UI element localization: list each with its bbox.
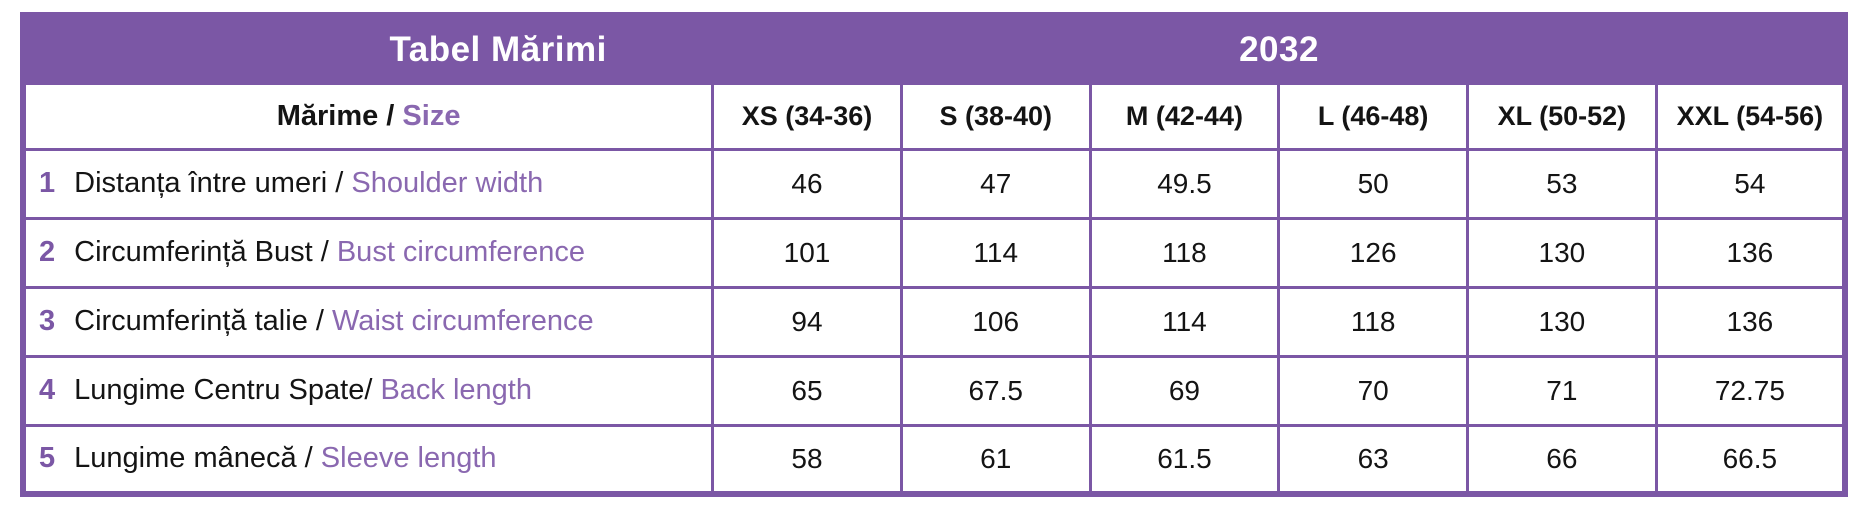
column-header-s: S (38-40): [899, 81, 1092, 151]
value-cell: 118: [1088, 216, 1281, 289]
size-table: Tabel Mărimi 2032 Mărime / Size XS (34-3…: [20, 12, 1848, 497]
column-header-l: L (46-48): [1277, 81, 1470, 151]
column-header-xxl: XXL (54-56): [1654, 81, 1847, 151]
column-header-m: M (42-44): [1088, 81, 1281, 151]
value-cell: 94: [711, 285, 903, 358]
size-header-row: Mărime / Size XS (34-36) S (38-40) M (42…: [21, 81, 1847, 151]
size-header-label: Mărime / Size: [21, 81, 715, 151]
table-row-sleeve-length: 5 Lungime mânecă / Sleeve length 58 61 61…: [21, 423, 1847, 496]
row-label-back-length: 4 Lungime Centru Spate/ Back length: [21, 354, 715, 427]
table-row-bust-circumference: 2 Circumferință Bust / Bust circumference…: [21, 216, 1847, 289]
value-cell: 130: [1466, 285, 1658, 358]
row-label-ro: Lungime mânecă /: [74, 442, 313, 475]
row-label-ro: Distanța între umeri /: [74, 167, 344, 199]
value-cell: 136: [1654, 216, 1847, 289]
value-cell: 53: [1466, 147, 1658, 220]
value-cell: 126: [1277, 216, 1470, 289]
row-label-ro: Circumferință Bust /: [74, 236, 329, 268]
value-cell: 101: [711, 216, 903, 289]
value-cell: 63: [1277, 423, 1470, 496]
row-label-bust-circumference: 2 Circumferință Bust / Bust circumference: [21, 216, 715, 289]
value-cell: 70: [1277, 354, 1470, 427]
column-header-xl: XL (50-52): [1466, 81, 1658, 151]
row-label-ro: Circumferință talie /: [74, 305, 324, 337]
header-band-row: Tabel Mărimi 2032: [21, 13, 1847, 85]
row-label-shoulder-width: 1 Distanța între umeri / Shoulder width: [21, 147, 715, 220]
value-cell: 66: [1466, 423, 1658, 496]
row-label-en: Sleeve length: [320, 442, 497, 475]
table-row-back-length: 4 Lungime Centru Spate/ Back length 65 67…: [21, 354, 1847, 427]
row-number: 2: [39, 236, 56, 268]
value-cell: 106: [899, 285, 1092, 358]
value-cell: 65: [711, 354, 903, 427]
value-cell: 69: [1088, 354, 1281, 427]
value-cell: 72.75: [1654, 354, 1847, 427]
row-label-sleeve-length: 5 Lungime mânecă / Sleeve length: [21, 423, 715, 496]
value-cell: 114: [1088, 285, 1281, 358]
row-label-waist-circumference: 3 Circumferință talie / Waist circumferen…: [21, 285, 715, 358]
row-number: 1: [39, 167, 56, 199]
model-code: 2032: [1239, 29, 1319, 69]
row-label-en: Shoulder width: [351, 167, 544, 199]
value-cell: 71: [1466, 354, 1658, 427]
row-number: 5: [39, 442, 56, 475]
row-label-en: Back length: [380, 374, 532, 406]
value-cell: 136: [1654, 285, 1847, 358]
value-cell: 47: [899, 147, 1092, 220]
row-number: 3: [39, 305, 56, 337]
value-cell: 61: [899, 423, 1092, 496]
table-row-waist-circumference: 3 Circumferință talie / Waist circumferen…: [21, 285, 1847, 358]
header-band: Tabel Mărimi 2032: [21, 13, 1847, 85]
value-cell: 54: [1654, 147, 1847, 220]
value-cell: 46: [711, 147, 903, 220]
row-label-ro: Lungime Centru Spate/: [74, 374, 373, 406]
row-number: 4: [39, 374, 56, 406]
size-header-label-ro: Mărime /: [276, 99, 395, 132]
value-cell: 67.5: [899, 354, 1092, 427]
value-cell: 114: [899, 216, 1092, 289]
size-header-label-en: Size: [402, 99, 461, 132]
table-row-shoulder-width: 1 Distanța între umeri / Shoulder width 4…: [21, 147, 1847, 220]
value-cell: 58: [711, 423, 903, 496]
table-title: Tabel Mărimi: [389, 29, 607, 69]
value-cell: 50: [1277, 147, 1470, 220]
value-cell: 49.5: [1088, 147, 1281, 220]
column-header-xs: XS (34-36): [711, 81, 903, 151]
value-cell: 61.5: [1088, 423, 1281, 496]
row-label-en: Waist circumference: [332, 305, 594, 337]
value-cell: 130: [1466, 216, 1658, 289]
row-label-en: Bust circumference: [336, 236, 586, 268]
value-cell: 66.5: [1654, 423, 1847, 496]
value-cell: 118: [1277, 285, 1470, 358]
